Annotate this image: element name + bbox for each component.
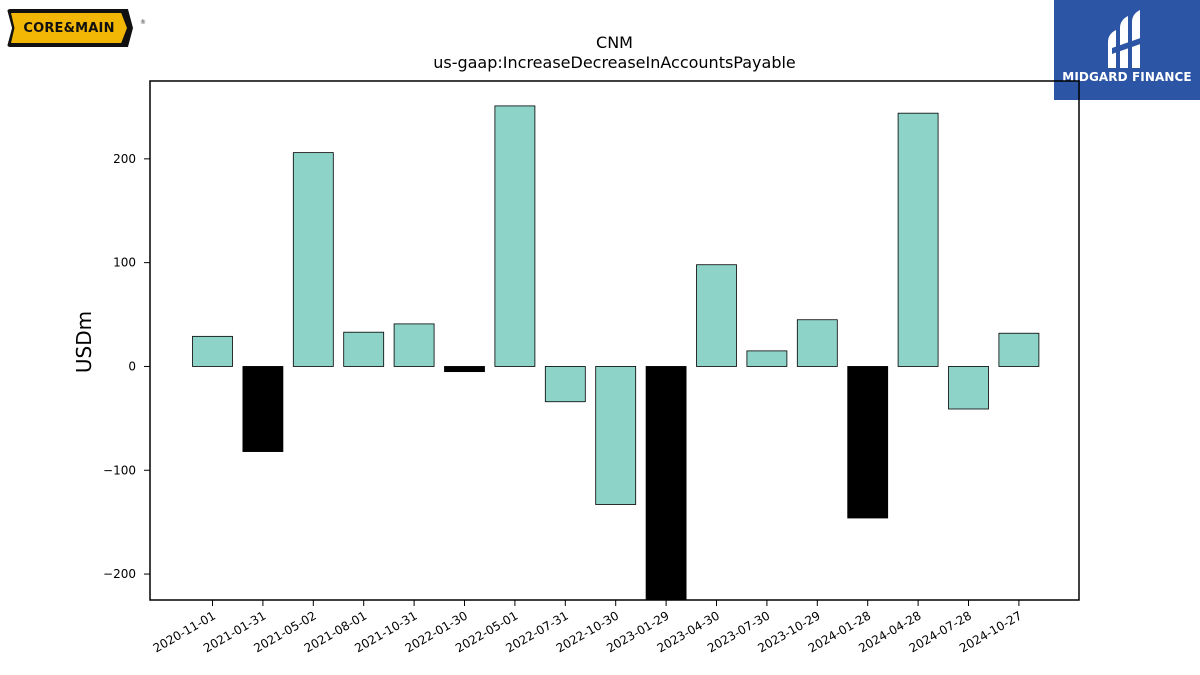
plot-frame: [149, 80, 1080, 601]
core-and-main-logo: CORE&MAIN ®: [7, 7, 146, 51]
bar-2024-04-28: [897, 112, 939, 367]
y-tick-label: 0: [128, 359, 136, 373]
chart-subtitle: us-gaap:IncreaseDecreaseInAccountsPayabl…: [433, 53, 796, 72]
bar-2021-08-01: [343, 331, 385, 367]
bar-2020-11-01: [192, 335, 233, 367]
bar-2024-10-27: [998, 332, 1040, 367]
bar-2021-01-31: [242, 366, 284, 452]
logo-badge: CORE&MAIN: [7, 9, 133, 47]
chart-title: CNM: [596, 33, 633, 52]
registered-mark: ®: [140, 19, 146, 26]
logo-badge-inner: CORE&MAIN: [11, 13, 127, 43]
y-tick-label: −200: [103, 567, 136, 581]
y-axis-label: USDm: [72, 311, 96, 373]
logo-text: CORE&MAIN: [23, 20, 115, 36]
y-tick-label: 200: [113, 152, 136, 166]
bars-group: [192, 105, 1040, 601]
y-tick-label: −100: [103, 463, 136, 477]
bar-2024-07-28: [948, 366, 989, 410]
bar-2022-05-01: [494, 105, 536, 367]
bar-2021-05-02: [292, 152, 334, 367]
bar-2022-10-30: [595, 366, 637, 505]
x-axis: 2020-11-012021-01-312021-05-022021-08-01…: [151, 600, 1024, 655]
bar-2022-07-31: [544, 366, 586, 403]
bar-2022-01-30: [444, 366, 485, 373]
y-axis: −200 −100 0 100 200: [103, 152, 150, 581]
midgard-brand-text: MIDGARD FINANCE: [1062, 70, 1192, 84]
bar-2023-07-30: [746, 350, 788, 367]
y-tick-label: 100: [113, 256, 136, 270]
bar-2021-10-31: [393, 323, 435, 367]
midgard-monogram-icon: [1108, 10, 1146, 68]
bar-2023-01-29: [645, 366, 687, 601]
bar-2023-04-30: [696, 264, 737, 367]
bar-2023-10-29: [796, 319, 838, 367]
bar-2024-01-28: [847, 366, 889, 519]
